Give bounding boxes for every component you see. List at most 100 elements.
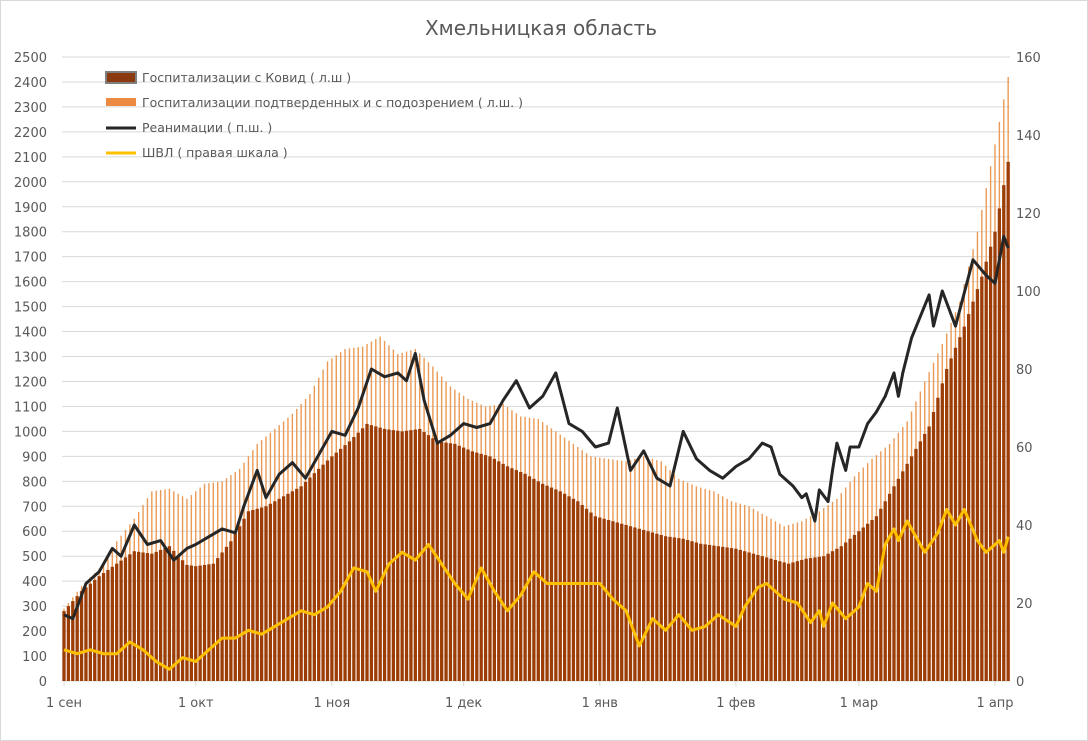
covid-bar (760, 556, 764, 681)
covid-bar (145, 553, 150, 681)
covid-bar (1002, 185, 1006, 682)
covid-bar (958, 337, 962, 681)
covid-bar (207, 564, 211, 681)
covid-bar (786, 563, 791, 681)
covid-bar (356, 432, 360, 681)
covid-bar (927, 426, 931, 681)
covid-bar (1006, 161, 1010, 681)
covid-bar (844, 542, 848, 681)
left-tick-label: 2500 (14, 51, 47, 66)
covid-bar (523, 473, 527, 681)
covid-bar (382, 428, 387, 681)
covid-bar (339, 448, 343, 681)
covid-bar (721, 546, 725, 681)
covid-bar (620, 523, 624, 681)
covid-bar (251, 510, 255, 681)
covid-bar (980, 276, 984, 681)
covid-bar (681, 538, 685, 681)
covid-bar (655, 533, 659, 681)
covid-bar (176, 555, 180, 681)
covid-bar (756, 554, 760, 681)
left-tick-label: 400 (22, 575, 47, 590)
covid-bar (387, 429, 391, 681)
covid-bar (510, 468, 514, 681)
covid-bar (984, 261, 988, 681)
legend-label-ventilation: ШВЛ ( правая шкала ) (142, 145, 288, 160)
covid-bar (137, 551, 141, 681)
covid-bar (308, 477, 312, 681)
covid-bar (536, 481, 540, 681)
covid-bar (703, 544, 707, 681)
covid-bar (637, 528, 641, 681)
covid-bar (672, 537, 677, 681)
covid-bar (677, 538, 681, 681)
covid-bar (66, 606, 71, 681)
covid-bar (163, 548, 167, 681)
covid-bar (492, 458, 497, 681)
covid-bar (918, 441, 922, 681)
covid-bar (883, 501, 887, 681)
covid-bar (791, 562, 795, 681)
covid-bar (606, 520, 611, 681)
covid-bar (167, 546, 172, 681)
covid-bar (277, 498, 281, 681)
covid-bar (84, 587, 88, 681)
covid-bar (106, 569, 110, 681)
covid-bar (255, 508, 259, 681)
covid-bar (470, 451, 475, 681)
covid-bar (751, 553, 756, 681)
covid-bar (729, 548, 734, 681)
left-tick-label: 1900 (14, 201, 47, 216)
left-tick-label: 200 (22, 625, 47, 640)
covid-bar (892, 486, 896, 681)
covid-bar (901, 471, 905, 681)
left-tick-label: 1400 (14, 326, 47, 341)
covid-bar (128, 554, 132, 681)
covid-bar (589, 512, 593, 681)
covid-bar (808, 558, 813, 681)
covid-bar (558, 491, 562, 681)
covid-bar (501, 463, 505, 681)
left-tick-label: 2300 (14, 101, 47, 116)
covid-bar (817, 556, 821, 681)
x-tick-label: 1 дек (445, 696, 482, 711)
left-tick-label: 900 (22, 450, 47, 465)
covid-bar (317, 468, 321, 681)
covid-bar (778, 561, 782, 681)
covid-bar (220, 552, 224, 681)
covid-bar (435, 441, 439, 681)
covid-bar (887, 493, 892, 681)
x-tick-label: 1 ноя (314, 696, 351, 711)
covid-bar (238, 526, 242, 681)
covid-bar (685, 539, 690, 681)
covid-bar (743, 551, 747, 681)
left-tick-label: 2100 (14, 151, 47, 166)
covid-bar (642, 529, 646, 681)
x-axis: 1 сен 1 окт 1 ноя 1 дек 1 янв 1 фев 1 мар 1 апр (46, 681, 1014, 711)
covid-bar (281, 496, 286, 681)
covid-bar (93, 579, 97, 681)
covid-bar (365, 423, 369, 681)
left-tick-label: 700 (22, 500, 47, 515)
covid-bar (246, 511, 251, 681)
covid-bar (576, 501, 580, 681)
covid-bar (931, 412, 936, 681)
covid-bar (848, 538, 852, 681)
covid-bar (725, 547, 729, 681)
covid-bar (172, 550, 176, 681)
gridlines (62, 56, 1010, 682)
x-tick-label: 1 фев (716, 696, 755, 711)
covid-bar (795, 561, 800, 681)
covid-bar (79, 591, 84, 681)
x-tick-label: 1 апр (976, 696, 1013, 711)
left-tick-label: 100 (22, 650, 47, 665)
icu-line (63, 234, 1010, 621)
covid-bar (773, 559, 778, 681)
covid-bar (453, 443, 457, 681)
right-tick-label: 40 (1016, 519, 1033, 534)
covid-bar (940, 383, 944, 681)
covid-bar (119, 560, 123, 681)
covid-bar (514, 470, 518, 681)
covid-bar (668, 536, 672, 681)
x-tick-label: 1 янв (582, 696, 618, 711)
